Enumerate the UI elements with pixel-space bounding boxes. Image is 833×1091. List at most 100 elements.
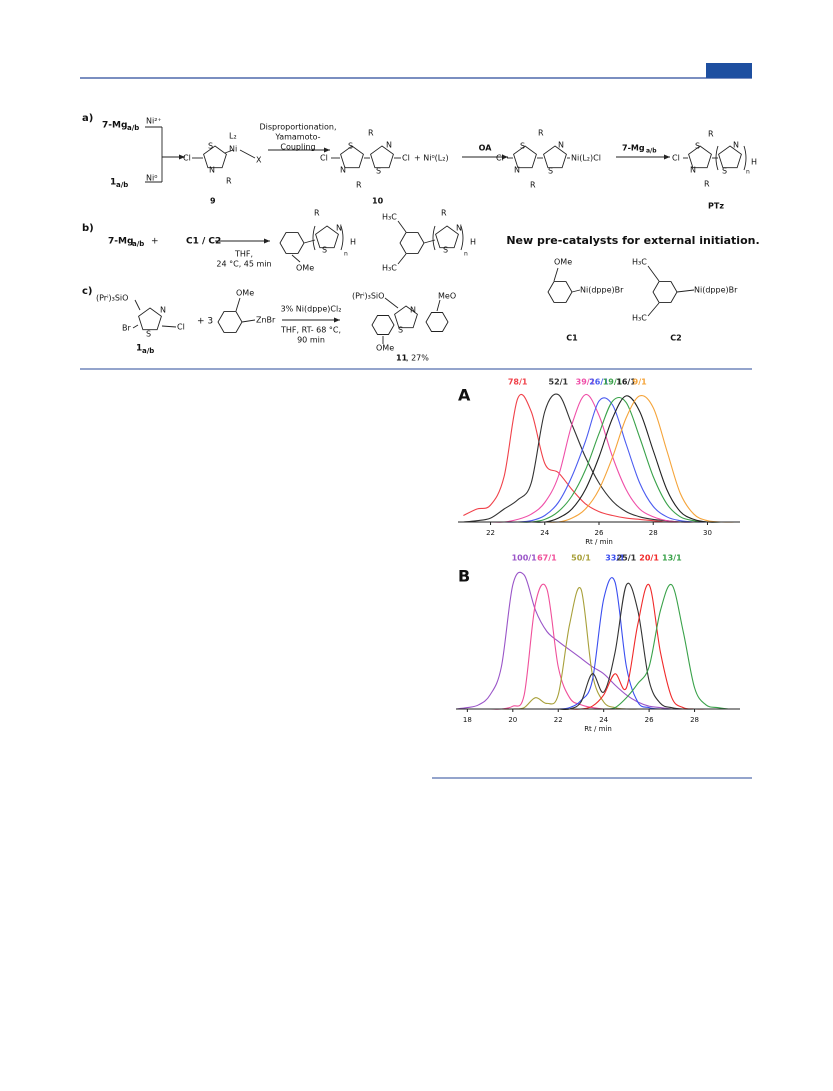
benzene-ring bbox=[279, 232, 305, 254]
series-label: 33/1 bbox=[605, 554, 625, 563]
scheme-text: L₂ bbox=[229, 132, 237, 141]
bond bbox=[397, 220, 407, 233]
scheme-text: N bbox=[160, 306, 166, 315]
bond bbox=[676, 289, 695, 293]
x-tick-label: 26 bbox=[595, 529, 604, 537]
panel-label: A bbox=[458, 386, 471, 405]
scheme-text: Ni⁰ bbox=[146, 174, 157, 183]
scheme-text: OA bbox=[479, 144, 493, 153]
scheme-text: C2 bbox=[670, 334, 681, 343]
bracket bbox=[460, 225, 464, 251]
scheme-text: H bbox=[350, 238, 356, 247]
bracket bbox=[312, 225, 316, 251]
series-label: 25/1 bbox=[617, 554, 637, 563]
scheme-text: Cl bbox=[496, 154, 504, 163]
scheme-text: Ni(dppe)Br bbox=[580, 286, 624, 295]
arrow-head bbox=[502, 154, 508, 160]
series-label: 78/1 bbox=[508, 378, 528, 387]
scheme-text: S bbox=[443, 246, 448, 255]
series-label: 52/1 bbox=[549, 378, 569, 387]
scheme-text: Yamamoto- bbox=[274, 133, 320, 142]
x-tick-label: 18 bbox=[463, 716, 472, 724]
scheme-text: Cl bbox=[177, 323, 185, 332]
scheme-text: THF, RT- 68 °C, bbox=[280, 326, 341, 335]
scheme-text: H bbox=[470, 238, 476, 247]
scheme-text: S bbox=[376, 167, 381, 176]
scheme-text: OMe bbox=[236, 289, 254, 298]
scheme-text: N bbox=[340, 166, 346, 175]
x-axis-label: Rt / min bbox=[585, 538, 613, 546]
scheme-text: OMe bbox=[554, 258, 572, 267]
bond bbox=[436, 299, 441, 312]
scheme-text: R bbox=[356, 181, 362, 190]
scheme-text: + 3 bbox=[197, 317, 213, 327]
thiazole-ring bbox=[394, 305, 418, 329]
scheme-text: R bbox=[704, 180, 710, 189]
scheme-text: a/b bbox=[142, 347, 154, 355]
scheme-text: Cl bbox=[183, 154, 191, 163]
scheme-text: R bbox=[368, 129, 374, 138]
scheme-text: + bbox=[151, 237, 159, 247]
bond bbox=[647, 302, 660, 317]
benzene-ring bbox=[425, 312, 449, 332]
thiazole-ring bbox=[543, 145, 567, 169]
scheme-text: a/b bbox=[132, 240, 144, 248]
scheme-text: H₃C bbox=[382, 264, 397, 273]
scheme-text: N bbox=[209, 166, 215, 175]
scheme-text: S bbox=[348, 142, 353, 151]
benzene-ring bbox=[371, 315, 395, 335]
bond bbox=[241, 319, 256, 323]
series-label: 39/1 bbox=[576, 378, 596, 387]
scheme-text: S bbox=[398, 326, 403, 335]
bond bbox=[235, 297, 241, 312]
x-tick-label: 26 bbox=[645, 716, 654, 724]
thiazole-ring bbox=[138, 307, 162, 331]
thiazole-ring bbox=[718, 145, 742, 169]
scheme-text: 90 min bbox=[297, 336, 325, 345]
panel-label: B bbox=[458, 567, 470, 586]
scheme-text: N bbox=[456, 224, 462, 233]
scheme-text: , 27% bbox=[406, 354, 429, 363]
scheme-text: n bbox=[344, 251, 348, 258]
thiazole-ring bbox=[370, 145, 394, 169]
scheme-text: N bbox=[690, 166, 696, 175]
scheme-text: a) bbox=[82, 113, 93, 124]
bond bbox=[239, 149, 256, 159]
scheme-text: a/b bbox=[127, 124, 139, 132]
series-label: 13/1 bbox=[662, 554, 682, 563]
scheme-text: a/b bbox=[646, 148, 657, 155]
arrow-head bbox=[664, 154, 670, 160]
series-label: 50/1 bbox=[571, 554, 591, 563]
scheme-text: N bbox=[514, 166, 520, 175]
x-axis-label: Rt / min bbox=[584, 725, 612, 733]
scheme-text: N bbox=[733, 141, 739, 150]
thiazole-ring bbox=[513, 145, 537, 169]
bracket bbox=[340, 225, 344, 251]
scheme-text: 1 bbox=[136, 344, 142, 354]
scheme-text: n bbox=[746, 169, 750, 176]
scheme-text: S bbox=[722, 167, 727, 176]
scheme-text: S bbox=[548, 167, 553, 176]
scheme-text: ZnBr bbox=[256, 316, 276, 325]
scheme-text: 1 bbox=[110, 178, 116, 188]
thiazole-ring bbox=[688, 145, 712, 169]
scheme-text: N bbox=[336, 224, 342, 233]
scheme-text: C1 / C2 bbox=[186, 237, 221, 247]
bond bbox=[647, 265, 660, 282]
scheme-text: R bbox=[538, 129, 544, 138]
bond bbox=[134, 299, 141, 311]
thiazole-ring bbox=[340, 145, 364, 169]
bracket bbox=[432, 225, 436, 251]
scheme-text: 9 bbox=[210, 197, 216, 206]
scheme-text: b) bbox=[82, 223, 94, 234]
scheme-text: a/b bbox=[116, 181, 128, 189]
scheme-text: Disproportionation, bbox=[260, 123, 337, 132]
scheme-text: c) bbox=[82, 286, 93, 297]
scheme-text: Ni(dppe)Br bbox=[694, 286, 738, 295]
scheme-text: R bbox=[530, 181, 536, 190]
x-tick-label: 22 bbox=[486, 529, 495, 537]
x-tick-label: 22 bbox=[554, 716, 563, 724]
